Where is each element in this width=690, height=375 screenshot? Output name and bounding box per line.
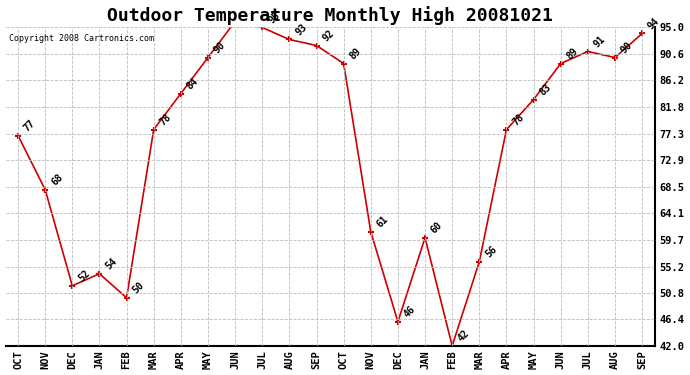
Text: 61: 61 <box>375 214 391 230</box>
Text: 93: 93 <box>293 22 309 38</box>
Text: 96: 96 <box>0 374 1 375</box>
Text: 68: 68 <box>50 172 65 188</box>
Text: 54: 54 <box>104 256 119 272</box>
Text: 90: 90 <box>212 40 228 56</box>
Text: 91: 91 <box>592 34 607 50</box>
Text: 78: 78 <box>158 112 173 128</box>
Text: 77: 77 <box>22 118 37 134</box>
Text: 56: 56 <box>484 244 499 260</box>
Text: 42: 42 <box>456 328 472 344</box>
Text: 92: 92 <box>321 28 336 44</box>
Text: 84: 84 <box>185 76 200 92</box>
Text: 89: 89 <box>348 46 363 62</box>
Text: 52: 52 <box>77 268 92 284</box>
Text: Copyright 2008 Cartronics.com: Copyright 2008 Cartronics.com <box>9 34 154 43</box>
Text: 78: 78 <box>511 112 526 128</box>
Text: 83: 83 <box>538 82 553 98</box>
Text: 46: 46 <box>402 304 417 320</box>
Text: 89: 89 <box>565 46 580 62</box>
Text: 50: 50 <box>130 280 146 296</box>
Title: Outdoor Temperature Monthly High 20081021: Outdoor Temperature Monthly High 2008102… <box>107 6 553 24</box>
Text: 60: 60 <box>429 220 444 236</box>
Text: 95: 95 <box>266 10 282 26</box>
Text: 94: 94 <box>647 16 662 32</box>
Text: 90: 90 <box>619 40 635 56</box>
